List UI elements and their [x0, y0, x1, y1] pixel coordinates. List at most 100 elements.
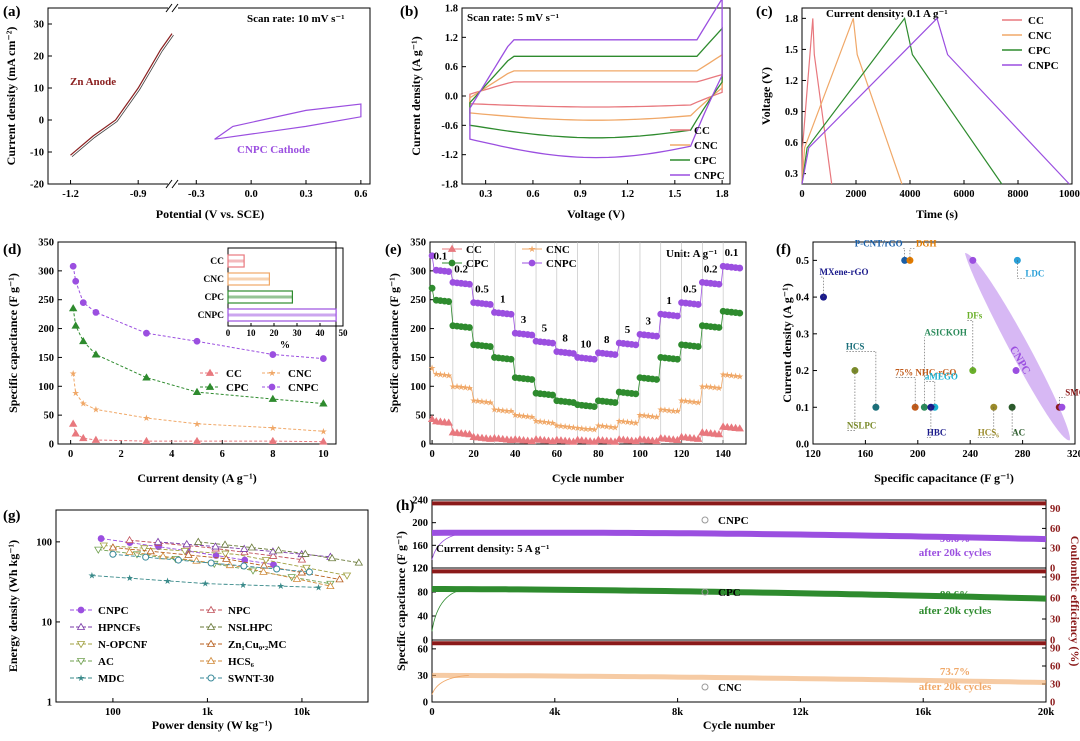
- d-point-cnpc: [69, 262, 77, 270]
- h-xtick: 0: [429, 707, 434, 718]
- g-point-cnpc: [97, 535, 105, 542]
- g-legend-marker: [206, 656, 216, 664]
- f-ytick: 0.3: [796, 329, 809, 340]
- g-point-swnt-30: [240, 562, 248, 570]
- g-point-mdc: ★: [315, 582, 323, 592]
- h-y2tick: 30: [1050, 680, 1061, 691]
- b-ytick: 1.2: [445, 33, 458, 44]
- e-rate-label: 8: [562, 333, 568, 345]
- e-ytick: 150: [410, 353, 426, 364]
- panel-h-frame: [431, 499, 1047, 703]
- f-leader: [926, 407, 932, 438]
- a-ytick: -20: [30, 180, 44, 191]
- e-point-cnc: ★: [590, 425, 598, 435]
- panel-e-label: (e): [385, 242, 402, 258]
- panel-e-unit: Unit: A g⁻¹: [666, 248, 717, 260]
- g-point-swnt-30: [109, 550, 117, 558]
- h-legend-label: CNPC: [718, 515, 749, 527]
- e-point-cpc: [736, 309, 744, 317]
- e-xtick: 0: [429, 449, 434, 460]
- f-xtick: 120: [805, 449, 821, 460]
- g-point-zn1cu0.2mc: [297, 568, 306, 576]
- d-point-cc: [91, 435, 101, 443]
- e-point-cnc: ★: [457, 382, 465, 392]
- f-point-label: MXene-rGO: [819, 267, 868, 277]
- d-inset-frame: [227, 247, 344, 327]
- b-ytick: -0.6: [441, 121, 458, 132]
- e-point-cnc: ★: [453, 382, 461, 392]
- e-point-cnpc: [715, 280, 723, 288]
- e-point-cnpc: [549, 339, 557, 347]
- g-point-mdc: ★: [277, 581, 285, 591]
- f-point-label: HBC: [927, 427, 947, 437]
- h-ytick: 120: [412, 564, 428, 575]
- e-ytick: 250: [410, 295, 426, 306]
- g-legend-label: MDC: [98, 673, 124, 685]
- panel-d-label: (d): [3, 242, 21, 258]
- panel-b-xlabel: Voltage (V): [567, 207, 625, 221]
- e-point-cnc: ★: [536, 416, 544, 426]
- axis-break: [165, 3, 179, 189]
- f-leader: [1017, 260, 1026, 279]
- d-point-cnc: ★: [193, 419, 201, 429]
- a-xtick: -0.9: [130, 189, 147, 200]
- h-y2tick: 0: [1050, 564, 1055, 575]
- e-point-cpc: [673, 355, 681, 363]
- e-point-cnpc: [632, 341, 640, 349]
- g-point-nslhpc: [327, 553, 337, 562]
- c-xtick: 8000: [1008, 189, 1029, 200]
- panel-f-frame: [812, 241, 1076, 445]
- e-point-cpc: [486, 343, 494, 350]
- d-ytick: 150: [38, 353, 54, 364]
- e-point-cnc: ★: [607, 422, 615, 432]
- e-ytick: 50: [416, 411, 427, 422]
- d-xtick: 6: [220, 449, 225, 460]
- cv-curve-cnpc: [469, 0, 723, 159]
- d-point-cpc: [319, 399, 328, 407]
- a-ytick: 0: [39, 116, 44, 127]
- f-leader: [977, 407, 995, 438]
- f-point-label: aMEGO: [925, 371, 958, 381]
- a-ytick: 10: [34, 84, 45, 95]
- d-point-cnpc: [72, 277, 80, 285]
- e-ytick: 200: [410, 324, 426, 335]
- h-ytick: 40: [418, 612, 429, 623]
- e-point-cnc: ★: [486, 398, 494, 408]
- d-point-cnpc: [92, 309, 100, 316]
- a-xtick: -1.2: [62, 189, 79, 200]
- panel-b-label: (b): [400, 4, 418, 20]
- e-point-cnpc: [445, 268, 453, 275]
- g-point-npc: [269, 551, 278, 559]
- panel-f-ylabel: Current density (A g⁻¹): [780, 283, 794, 402]
- c-xtick: 6000: [954, 189, 975, 200]
- d-ytick: 100: [38, 382, 54, 393]
- e-xtick: 60: [552, 449, 563, 460]
- panel-c-label: (c): [756, 4, 773, 20]
- e-point-cnpc: [590, 355, 598, 363]
- d-legend-label: CNPC: [288, 382, 319, 394]
- e-rate-label: 5: [625, 324, 631, 336]
- e-point-cnc: ★: [657, 404, 665, 414]
- h-y2tick: 0: [1050, 698, 1055, 709]
- f-leader: [1058, 396, 1066, 408]
- e-point-cnc: ★: [603, 421, 611, 431]
- cv-curve-cc: [469, 73, 723, 108]
- h-y2tick: 30: [1050, 544, 1061, 555]
- zn-anode-label: Zn Anode: [70, 76, 116, 88]
- g-legend-marker: [76, 658, 86, 666]
- f-point-label: NSLPC: [847, 421, 877, 431]
- d-point-cc: [192, 436, 202, 445]
- g-point-zn1cu0.2mc: [108, 543, 118, 551]
- e-point-cpc: [632, 390, 640, 398]
- h-retention: 96.6%: [940, 533, 970, 545]
- e-point-cnc: ★: [707, 382, 715, 392]
- f-xtick: 160: [858, 449, 874, 460]
- e-legend-marker: ★: [528, 244, 536, 254]
- f-leader: [966, 320, 974, 371]
- panel-d: (d) Current density (A g⁻¹) Specific cap…: [3, 238, 348, 486]
- g-point-n-opcnf: [140, 545, 149, 553]
- e-point-cnc: ★: [648, 412, 656, 422]
